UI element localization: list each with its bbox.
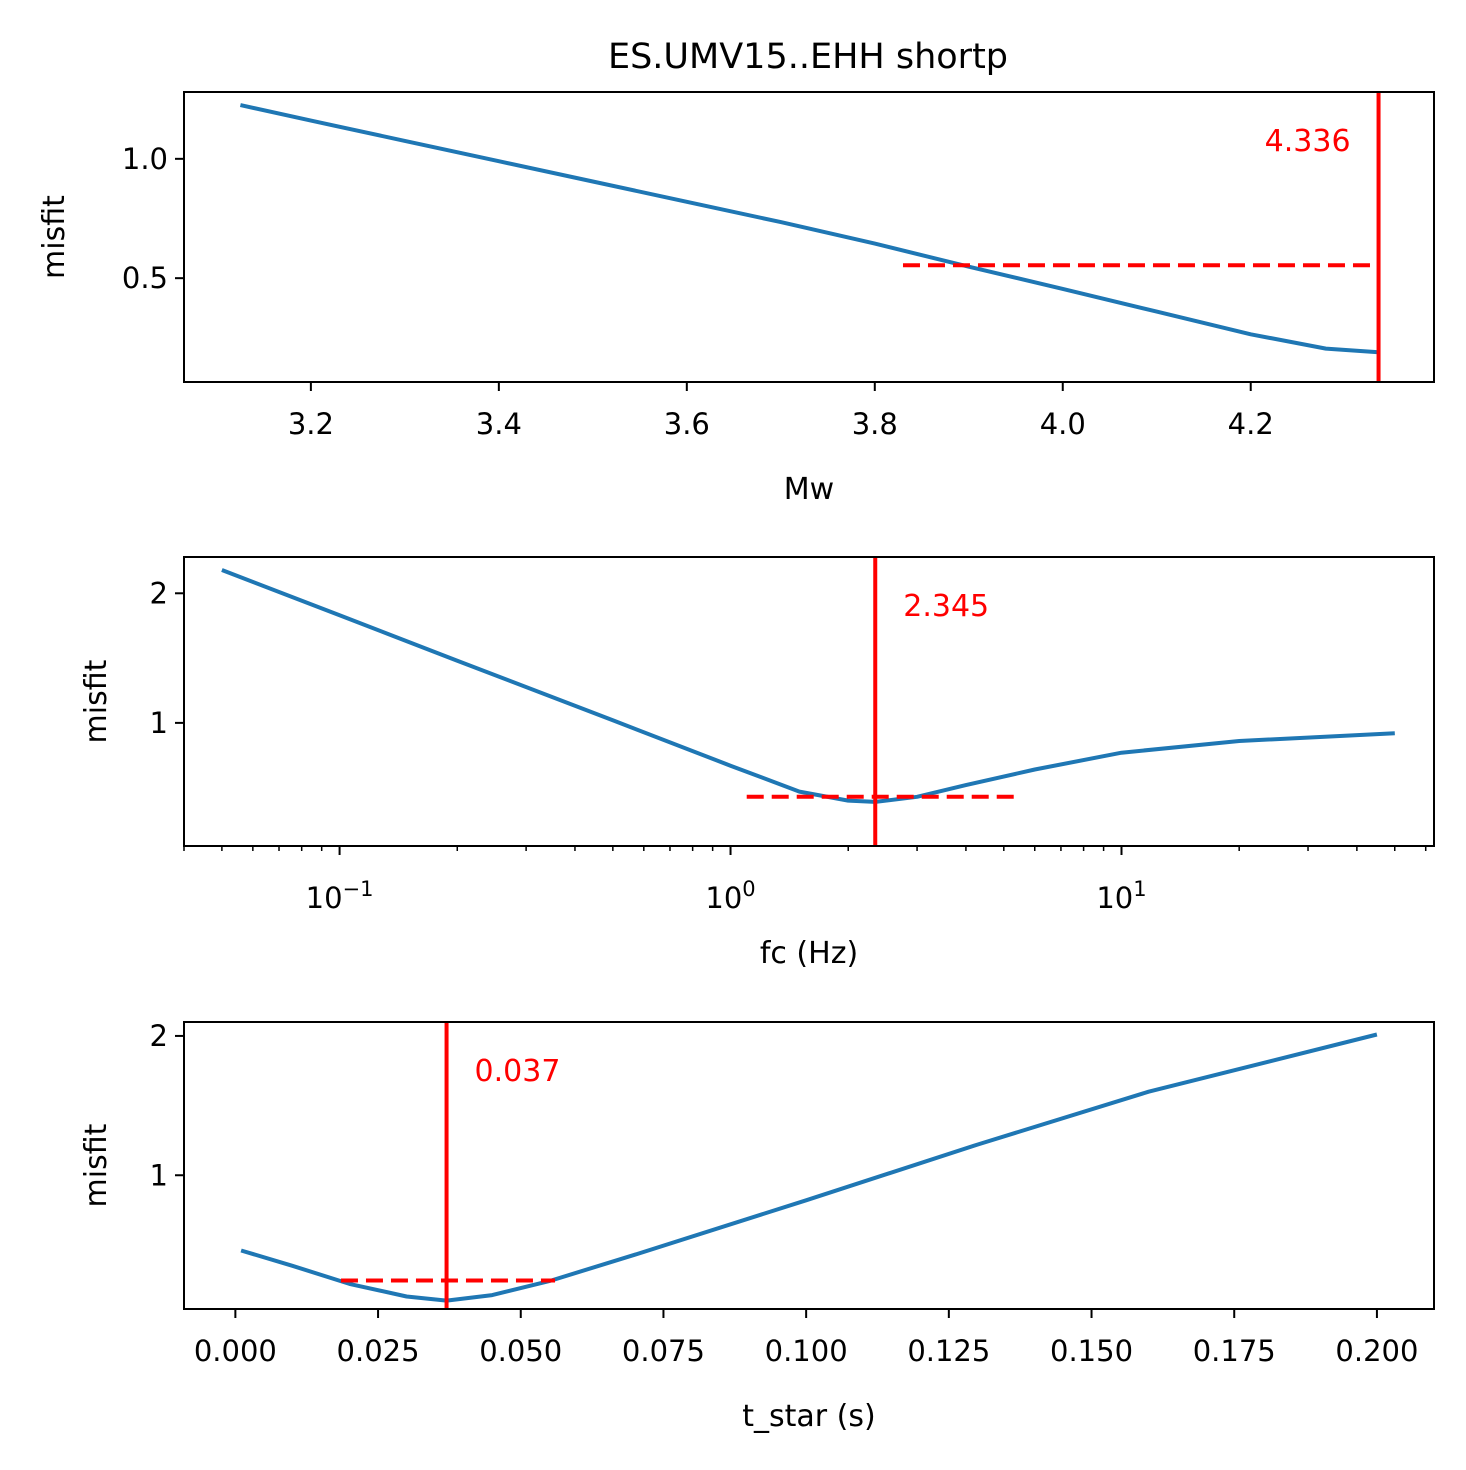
subplot-tstar: 0.000 0.025 0.050 0.075 0.100 0.125 0.150 0.175… [79,1019,1435,1434]
fc-x-tick-label: 10−1 [306,877,374,915]
fc-y-tick-label: 2 [150,576,168,610]
fc-y-tick-label: 1 [150,706,168,740]
mw-y-tick-label: 1.0 [122,142,168,176]
fc-x-tick-label: 100 [705,877,755,915]
mw-x-axis-label: Mw [784,472,834,507]
tstar-x-tick-label: 0.175 [1193,1334,1276,1368]
figure-title: ES.UMV15..EHH shortp [608,37,1008,77]
mw-y-tick-label: 0.5 [122,261,168,295]
mw-x-tick-label: 3.6 [664,407,710,441]
tstar-x-tick-label: 0.150 [1050,1334,1133,1368]
tstar-y-tick-label: 1 [150,1158,168,1192]
mw-x-tick-label: 3.4 [476,407,522,441]
tstar-x-tick-label: 0.025 [337,1334,420,1368]
mw-x-tick-label: 4.0 [1040,407,1086,441]
mw-misfit-curve [239,103,1379,355]
tstar-axes-frame [183,1021,1435,1310]
mw-x-tick-label: 4.2 [1228,407,1274,441]
subplot-fc: 10−1 100 101 1 2 fc (Hz) misfit 2.345 [79,556,1435,971]
tstar-x-tick-label: 0.075 [622,1334,705,1368]
tstar-x-tick-label: 0.050 [479,1334,562,1368]
fc-best-value-label: 2.345 [903,589,989,624]
tstar-best-value-label: 0.037 [475,1054,561,1089]
tstar-x-tick-label: 0.200 [1335,1334,1418,1368]
mw-x-tick-label: 3.8 [852,407,898,441]
fc-x-tick-label: 101 [1096,877,1146,915]
mw-best-value-label: 4.336 [1265,124,1351,159]
mw-axes-frame [183,91,1435,383]
tstar-y-tick-label: 2 [150,1019,168,1053]
tstar-x-tick-label: 0.125 [907,1334,990,1368]
subplot-mw: 3.2 3.4 3.6 3.8 4.0 4.2 0.5 1.0 Mw misfit 4.336 [37,91,1435,507]
fc-x-axis-label: fc (Hz) [760,936,858,971]
tstar-x-tick-label: 0.000 [194,1334,277,1368]
tstar-x-axis-label: t_star (s) [742,1399,875,1434]
mw-y-axis-label: misfit [37,195,72,279]
tstar-y-axis-label: misfit [79,1123,114,1207]
fc-y-axis-label: misfit [79,659,114,743]
fc-misfit-curve [221,568,1395,804]
tstar-x-tick-label: 0.100 [765,1334,848,1368]
mw-x-tick-label: 3.2 [288,407,334,441]
tstar-misfit-curve [240,1032,1378,1303]
fc-axes-frame [183,556,1435,847]
